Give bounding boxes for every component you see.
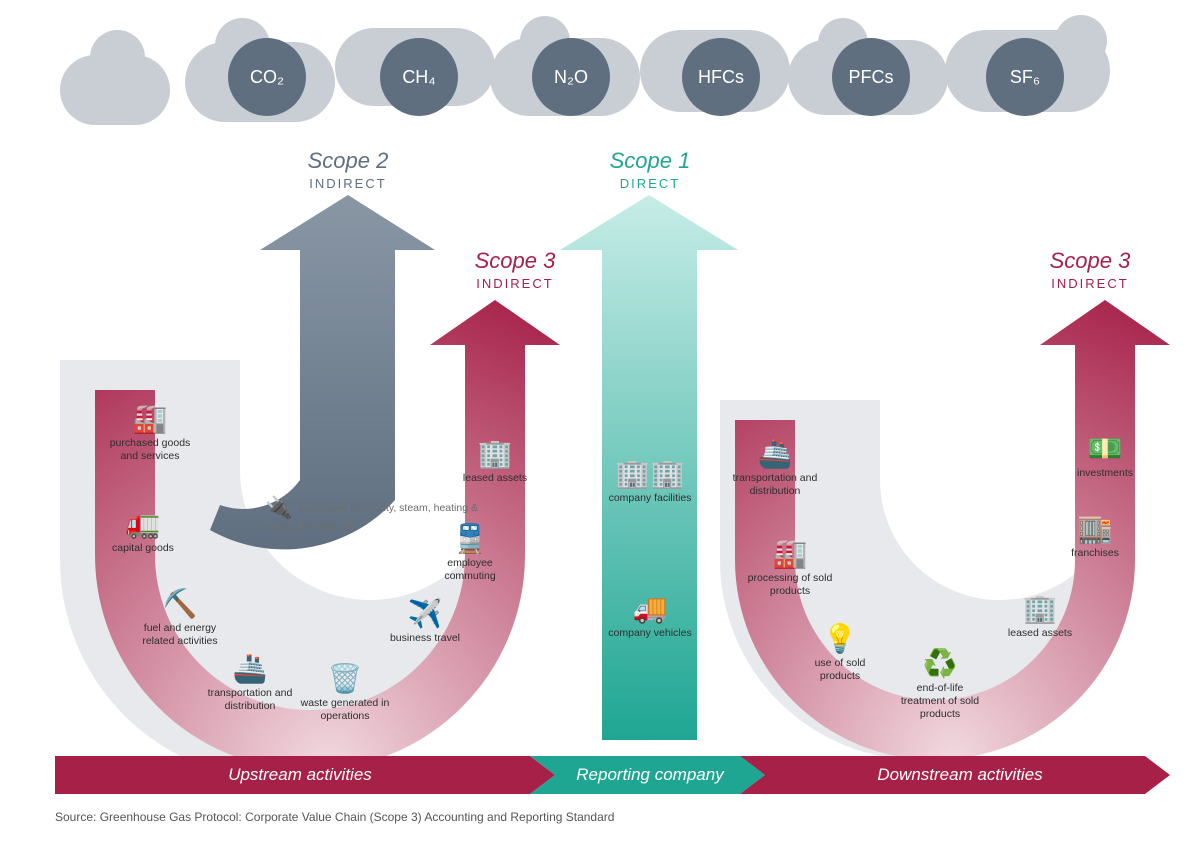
upstream-biztravel: ✈️ business travel bbox=[380, 600, 470, 645]
ship-icon: 🚢 bbox=[730, 440, 820, 468]
factory-icon: 🏭 bbox=[745, 540, 835, 568]
source-citation: Source: Greenhouse Gas Protocol: Corpora… bbox=[55, 810, 614, 824]
coal-cart-icon: ⛏️ bbox=[135, 590, 225, 618]
upstream-fuel-energy: ⛏️ fuel and energy related activities bbox=[135, 590, 225, 648]
gas-hfcs: HFCs bbox=[682, 38, 760, 116]
upstream-commuting: 🚆 employee commuting bbox=[425, 525, 515, 583]
upstream-leased: 🏢 leased assets bbox=[450, 440, 540, 485]
scope3-left-label: Scope 3 INDIRECT bbox=[435, 248, 595, 291]
downstream-processing: 🏭 processing of sold products bbox=[745, 540, 835, 598]
crane-truck-icon: 🚛 bbox=[98, 510, 188, 538]
gas-sf6: SF₆ bbox=[986, 38, 1064, 116]
gas-n2o: N₂O bbox=[532, 38, 610, 116]
dumpster-icon: 🗑️ bbox=[300, 665, 390, 693]
bar-downstream: Downstream activities bbox=[760, 756, 1160, 794]
upstream-transport: 🚢 transportation and distribution bbox=[205, 655, 295, 713]
downstream-use: 💡 use of sold products bbox=[795, 625, 885, 683]
scope1-facilities: 🏢🏢 company facilities bbox=[605, 460, 695, 505]
storefront-icon: 🏬 bbox=[1050, 515, 1140, 543]
gas-ch4: CH₄ bbox=[380, 38, 458, 116]
airplane-icon: ✈️ bbox=[380, 600, 470, 628]
plug-icon: 🔌 bbox=[265, 495, 292, 520]
cloud-blob bbox=[1055, 15, 1107, 67]
upstream-capital-goods: 🚛 capital goods bbox=[98, 510, 188, 555]
gas-co2: CO₂ bbox=[228, 38, 306, 116]
recycle-bin-icon: ♻️ bbox=[895, 650, 985, 678]
upstream-waste: 🗑️ waste generated in operations bbox=[300, 665, 390, 723]
ghg-scope-diagram: CO₂ CH₄ N₂O HFCs PFCs SF₆ Scope 2 INDIRE… bbox=[0, 0, 1199, 846]
money-icon: 💵 bbox=[1060, 435, 1150, 463]
downstream-transport: 🚢 transportation and distribution bbox=[730, 440, 820, 498]
downstream-eol: ♻️ end-of-life treatment of sold product… bbox=[895, 650, 985, 721]
scope1-label: Scope 1 DIRECT bbox=[570, 148, 730, 191]
bar-reporting: Reporting company bbox=[545, 756, 755, 794]
gas-pfcs: PFCs bbox=[832, 38, 910, 116]
office-icon: 🏢 bbox=[995, 595, 1085, 623]
upstream-purchased-goods: 🏭 purchased goods and services bbox=[105, 405, 195, 463]
downstream-leased: 🏢 leased assets bbox=[995, 595, 1085, 640]
truck-icon: 🚚 bbox=[605, 595, 695, 623]
office-icon: 🏢 bbox=[450, 440, 540, 468]
ship-icon: 🚢 bbox=[205, 655, 295, 683]
bulb-icon: 💡 bbox=[795, 625, 885, 653]
downstream-investments: 💵 investments bbox=[1060, 435, 1150, 480]
scope1-vehicles: 🚚 company vehicles bbox=[605, 595, 695, 640]
downstream-franchises: 🏬 franchises bbox=[1050, 515, 1140, 560]
scope3-right-label: Scope 3 INDIRECT bbox=[1010, 248, 1170, 291]
cloud-blob bbox=[90, 30, 145, 85]
train-icon: 🚆 bbox=[425, 525, 515, 553]
scope2-label: Scope 2 INDIRECT bbox=[268, 148, 428, 191]
bar-upstream: Upstream activities bbox=[55, 756, 545, 794]
factory-icon: 🏭 bbox=[105, 405, 195, 433]
buildings-icon: 🏢🏢 bbox=[605, 460, 695, 488]
